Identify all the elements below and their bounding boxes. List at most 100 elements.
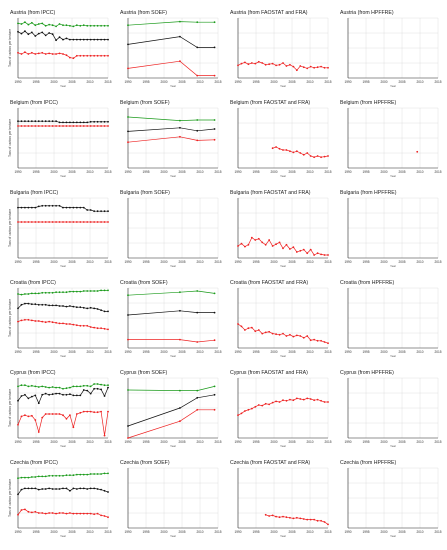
x-tick-label: 2010 bbox=[196, 350, 203, 354]
data-point bbox=[213, 339, 216, 342]
x-tick-label: 2000 bbox=[160, 80, 167, 84]
x-tick-label: 2010 bbox=[196, 80, 203, 84]
data-point bbox=[51, 393, 54, 396]
panel-title: Austria (from SOEF) bbox=[120, 10, 167, 16]
data-point bbox=[96, 24, 99, 27]
data-point bbox=[20, 303, 23, 306]
panel-2-2: Bulgaria (from FAOSTAT and FRA) 1990 1995 2… bbox=[230, 190, 332, 268]
data-point bbox=[62, 53, 64, 55]
x-tick-label: 1990 bbox=[14, 170, 21, 174]
data-point bbox=[313, 518, 316, 521]
data-point bbox=[237, 245, 239, 247]
data-point bbox=[86, 24, 89, 27]
data-point bbox=[86, 488, 89, 490]
data-point bbox=[257, 237, 260, 240]
data-point bbox=[96, 290, 99, 292]
data-point bbox=[240, 62, 243, 65]
data-point bbox=[24, 318, 26, 321]
data-point bbox=[240, 242, 243, 245]
x-tick-label: 2015 bbox=[214, 260, 221, 264]
data-point bbox=[20, 125, 23, 127]
data-point bbox=[196, 129, 199, 132]
data-point bbox=[89, 290, 92, 292]
data-point bbox=[289, 333, 291, 336]
data-point bbox=[282, 62, 284, 64]
data-point bbox=[62, 125, 64, 127]
data-point bbox=[292, 517, 295, 520]
x-axis-label: Year bbox=[390, 174, 396, 178]
data-point bbox=[179, 338, 181, 341]
data-point bbox=[51, 221, 54, 223]
data-point bbox=[82, 54, 85, 57]
data-point bbox=[103, 472, 106, 475]
data-point bbox=[250, 326, 253, 329]
panel-5-2: Czechia (from FAOSTAT and FRA) 1990 1995 20… bbox=[230, 460, 332, 538]
x-tick-label: 2005 bbox=[398, 170, 405, 174]
x-tick-label: 2000 bbox=[380, 260, 387, 264]
data-point bbox=[17, 320, 19, 323]
series-line-green bbox=[127, 290, 215, 296]
data-point bbox=[100, 410, 102, 413]
x-tick-label: 2005 bbox=[288, 260, 295, 264]
data-point bbox=[55, 474, 57, 477]
data-point bbox=[93, 120, 96, 123]
x-tick-label: 2010 bbox=[86, 260, 93, 264]
x-tick-label: 2015 bbox=[104, 440, 111, 444]
data-point bbox=[289, 398, 291, 401]
data-point bbox=[37, 125, 40, 127]
data-point bbox=[30, 206, 33, 209]
data-point bbox=[44, 413, 47, 415]
y-axis-label: Tons of carbon per hectare bbox=[8, 389, 12, 427]
data-point bbox=[72, 25, 75, 28]
x-tick-label: 2015 bbox=[214, 530, 221, 534]
data-point bbox=[320, 519, 322, 522]
data-point bbox=[17, 399, 19, 402]
panel-0-2: Austria (from FAOSTAT and FRA) 1990 1995 20… bbox=[230, 10, 332, 88]
data-point bbox=[48, 320, 51, 323]
data-point bbox=[127, 130, 129, 133]
data-point bbox=[86, 54, 89, 57]
data-point bbox=[27, 318, 30, 321]
x-tick-label: 2000 bbox=[270, 260, 277, 264]
data-point bbox=[316, 519, 319, 522]
x-tick-label: 1990 bbox=[14, 530, 21, 534]
data-point bbox=[37, 32, 40, 35]
x-tick-label: 1995 bbox=[32, 440, 39, 444]
panel-5-0: Czechia (from IPCC) 1990 1995 2000 2005 2010 2… bbox=[8, 460, 112, 538]
data-point bbox=[86, 125, 89, 127]
x-tick-label: 1995 bbox=[252, 80, 259, 84]
x-tick-label: 1990 bbox=[234, 530, 241, 534]
data-point bbox=[302, 398, 305, 401]
data-point bbox=[27, 125, 30, 127]
data-point bbox=[196, 408, 199, 411]
data-point bbox=[264, 402, 267, 405]
x-axis-label: Year bbox=[60, 174, 66, 178]
x-tick-label: 2000 bbox=[160, 170, 167, 174]
data-point bbox=[62, 221, 64, 223]
data-point bbox=[107, 38, 109, 41]
data-point bbox=[93, 221, 96, 223]
data-point bbox=[299, 152, 302, 154]
data-point bbox=[89, 120, 92, 123]
data-point bbox=[44, 392, 47, 395]
x-tick-label: 1995 bbox=[32, 170, 39, 174]
data-point bbox=[306, 397, 309, 400]
data-point bbox=[27, 23, 30, 26]
x-axis-label: Year bbox=[390, 264, 396, 268]
data-point bbox=[107, 386, 109, 389]
data-point bbox=[316, 252, 319, 255]
data-point bbox=[103, 310, 106, 313]
x-tick-label: 2005 bbox=[288, 170, 295, 174]
data-point bbox=[103, 327, 106, 330]
data-point bbox=[20, 206, 23, 209]
data-point bbox=[62, 393, 64, 396]
x-axis-label: Year bbox=[390, 444, 396, 448]
data-point bbox=[27, 385, 30, 388]
data-point bbox=[55, 221, 57, 223]
x-tick-label: 2005 bbox=[398, 440, 405, 444]
data-point bbox=[24, 508, 26, 511]
data-point bbox=[127, 24, 129, 27]
data-point bbox=[127, 141, 129, 144]
x-tick-label: 2015 bbox=[324, 440, 331, 444]
series-line-red bbox=[127, 60, 215, 76]
